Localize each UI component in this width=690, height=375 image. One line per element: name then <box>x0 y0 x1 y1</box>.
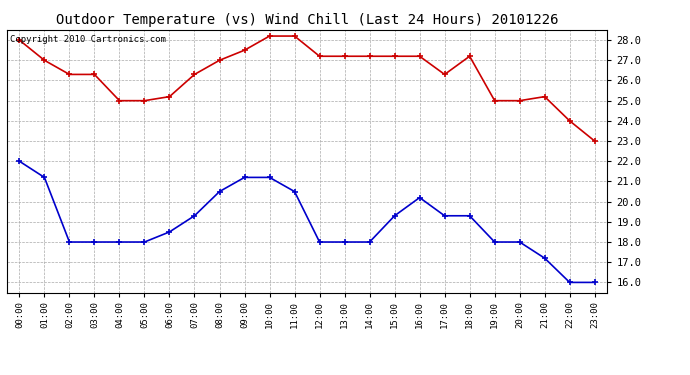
Title: Outdoor Temperature (vs) Wind Chill (Last 24 Hours) 20101226: Outdoor Temperature (vs) Wind Chill (Las… <box>56 13 558 27</box>
Text: Copyright 2010 Cartronics.com: Copyright 2010 Cartronics.com <box>10 35 166 44</box>
